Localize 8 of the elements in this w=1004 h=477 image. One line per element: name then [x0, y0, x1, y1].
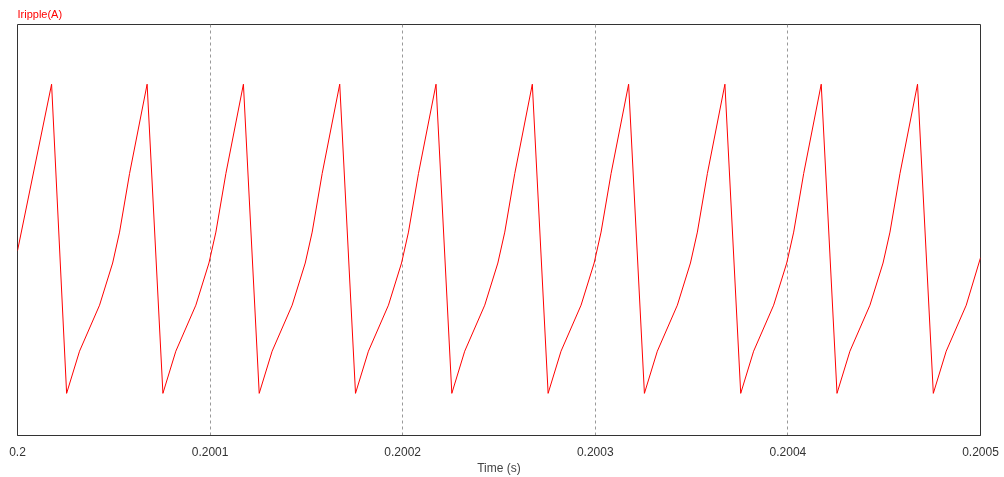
x-tick-label: 0.2003	[576, 444, 614, 459]
x-tick-label: 0.2004	[769, 444, 807, 459]
x-tick-label: 0.2002	[384, 444, 422, 459]
x-axis-title: Time (s)	[477, 460, 521, 475]
chart-title: Iripple(A)	[17, 7, 63, 20]
x-tick-label: 0.2001	[191, 444, 229, 459]
x-tick-label: 0.2	[9, 444, 27, 459]
x-tick-label: 0.2005	[962, 444, 1000, 459]
